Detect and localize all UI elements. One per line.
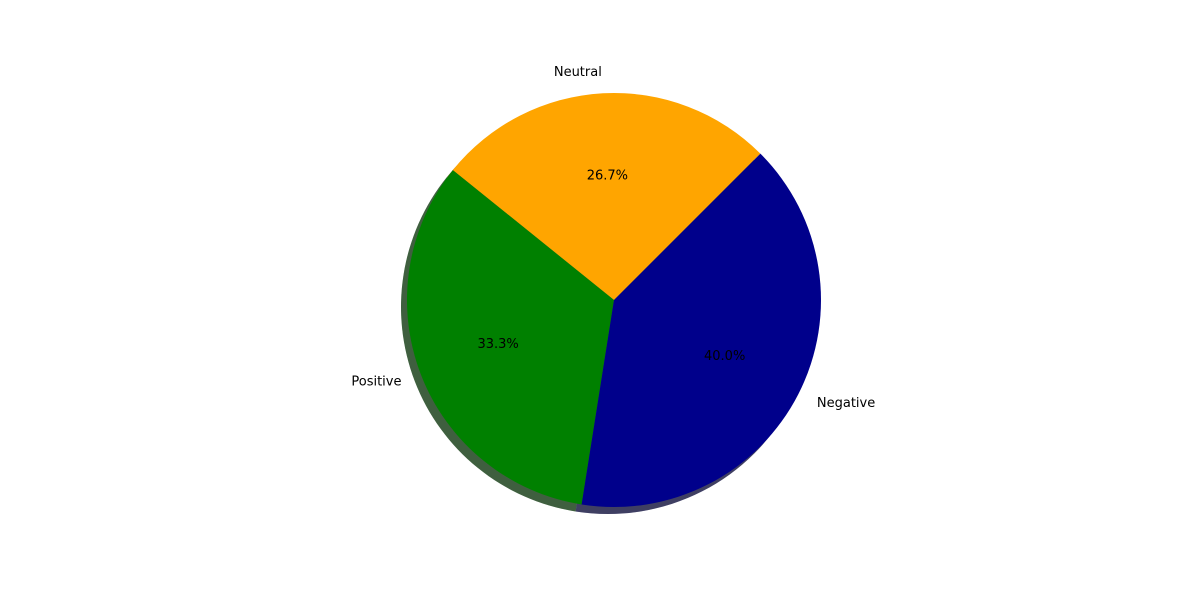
pie-slices	[407, 93, 821, 507]
slice-label-neutral: Neutral	[554, 65, 602, 80]
slice-label-negative: Negative	[817, 396, 875, 411]
slice-label-positive: Positive	[351, 374, 401, 389]
percent-label-neutral: 26.7%	[587, 168, 628, 183]
percent-label-negative: 40.0%	[704, 349, 745, 364]
percent-label-positive: 33.3%	[477, 337, 518, 352]
